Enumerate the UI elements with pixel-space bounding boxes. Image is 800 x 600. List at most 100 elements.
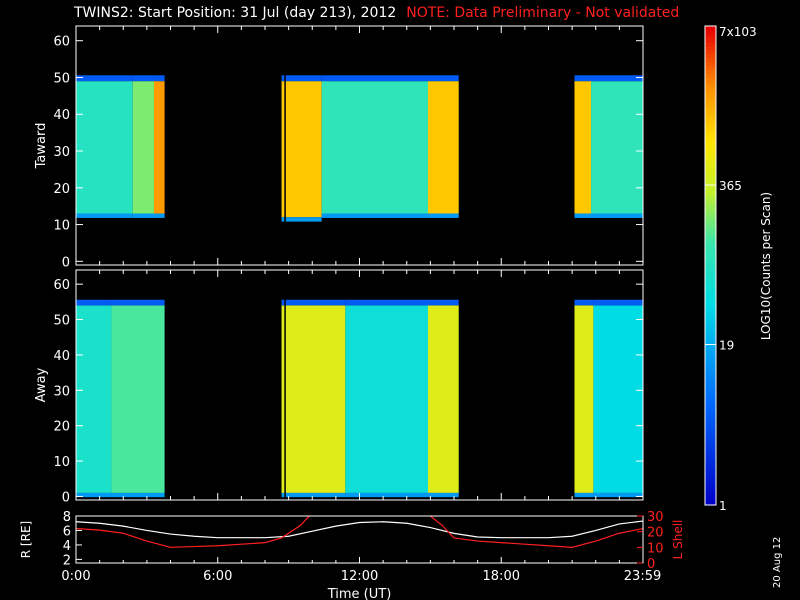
- heat-lower-edge-2: [153, 213, 165, 218]
- colorbar-swatch: [705, 113, 716, 119]
- colorbar-swatch: [705, 197, 716, 203]
- colorbar-swatch: [705, 145, 716, 151]
- colorbar-swatch: [705, 417, 716, 422]
- colorbar-swatch: [705, 425, 716, 430]
- colorbar-swatch: [705, 373, 716, 378]
- colorbar-swatch: [705, 457, 716, 462]
- colorbar-swatch: [705, 357, 716, 362]
- colorbar-swatch: [705, 313, 716, 318]
- colorbar-swatch: [705, 493, 716, 498]
- ytick-label-60: 60: [53, 278, 70, 293]
- colorbar-swatch: [705, 337, 716, 342]
- colorbar-swatch: [705, 465, 716, 470]
- colorbar-swatch: [705, 285, 716, 291]
- heat-upper-edge-3: [345, 299, 429, 306]
- colorbar-swatch: [705, 309, 716, 314]
- ytick-label-20: 20: [53, 420, 70, 435]
- heat-upper-edge-4: [428, 299, 459, 306]
- colorbar-swatch: [705, 265, 716, 271]
- heat-upper-edge-5: [428, 75, 459, 82]
- colorbar-swatch: [705, 125, 716, 131]
- colorbar-swatch: [705, 385, 716, 390]
- colorbar-swatch: [705, 153, 716, 159]
- heat-lower-edge-6: [593, 492, 643, 498]
- colorbar-swatch: [705, 57, 716, 63]
- colorbar-swatch: [705, 301, 716, 307]
- colorbar-swatch: [705, 229, 716, 235]
- heat-cell-6: [593, 305, 643, 493]
- heat-cell-2: [153, 81, 165, 214]
- colorbar-swatch: [705, 241, 716, 247]
- ytick-label-40: 40: [53, 108, 70, 123]
- heat-cell-0: [76, 305, 112, 493]
- heat-upper-edge-3: [281, 75, 322, 82]
- colorbar-swatch: [705, 33, 716, 39]
- ylabel-away: Away: [34, 367, 49, 402]
- colorbar-swatch: [705, 377, 716, 382]
- right-tick-label-30: 30: [647, 510, 664, 525]
- colorbar-swatch: [705, 353, 716, 358]
- heat-cell-5: [428, 81, 459, 214]
- heat-upper-edge-6: [593, 299, 643, 306]
- colorbar-swatch: [705, 149, 716, 155]
- colorbar-swatch: [705, 77, 716, 83]
- colorbar-swatch: [705, 69, 716, 75]
- xtick-label: 18:00: [483, 569, 520, 584]
- colorbar-swatch: [705, 157, 716, 163]
- colorbar-swatch: [705, 365, 716, 370]
- colorbar-swatch: [705, 437, 716, 442]
- heat-cell-0: [76, 81, 133, 214]
- heat-upper-edge-1: [132, 75, 154, 82]
- heat-upper-edge-4: [321, 75, 429, 82]
- ytick-label-40: 40: [53, 349, 70, 364]
- colorbar-swatch: [705, 453, 716, 458]
- colorbar: 1 19 365 7x103 LOG10(Counts per Scan): [704, 25, 773, 513]
- colorbar-swatch: [705, 333, 716, 338]
- right-tick-label-20: 20: [647, 526, 664, 541]
- colorbar-swatch: [705, 185, 716, 191]
- colorbar-swatch: [705, 89, 716, 95]
- toward-panel: 0 10 20 30 40 50 60 Taward: [34, 25, 644, 270]
- ytick-label-30: 30: [53, 384, 70, 399]
- colorbar-swatch: [705, 485, 716, 490]
- xtick-label: 23:59: [624, 569, 661, 584]
- colorbar-swatch: [705, 317, 716, 322]
- colorbar-swatch: [705, 217, 716, 223]
- left-axis-label: R [RE]: [19, 521, 33, 558]
- colorbar-swatch: [705, 305, 716, 311]
- heat-lower-edge-4: [321, 213, 429, 218]
- colorbar-swatch: [705, 269, 716, 275]
- series-line-1: [76, 516, 311, 548]
- colorbar-swatch: [705, 445, 716, 450]
- heat-lower-edge-4: [428, 492, 459, 498]
- heat-upper-edge-7: [591, 75, 643, 82]
- colorbar-swatch: [705, 221, 716, 227]
- ytick-label-60: 60: [53, 35, 70, 50]
- title-text: TWINS2: Start Position: 31 Jul (day 213)…: [74, 5, 397, 21]
- colorbar-tick-label: 7x103: [719, 25, 757, 39]
- heat-lower-edge-6: [574, 213, 592, 218]
- colorbar-swatch: [705, 477, 716, 482]
- colorbar-swatch: [705, 361, 716, 366]
- heat-upper-edge-2: [281, 299, 346, 306]
- colorbar-swatch: [705, 109, 716, 115]
- colorbar-swatch: [705, 481, 716, 486]
- heat-lower-edge-7: [591, 213, 643, 218]
- ytick-label-10: 10: [53, 219, 70, 234]
- xtick-label: 6:00: [203, 569, 232, 584]
- colorbar-swatch: [705, 93, 716, 99]
- colorbar-swatch: [705, 369, 716, 374]
- colorbar-swatch: [705, 469, 716, 474]
- xaxis-label: Time (UT): [327, 587, 392, 600]
- colorbar-swatch: [705, 409, 716, 414]
- heat-upper-edge-1: [111, 299, 165, 306]
- date-stamp: 20 Aug 12: [772, 536, 783, 588]
- colorbar-swatch: [705, 321, 716, 326]
- colorbar-swatch: [705, 49, 716, 55]
- colorbar-tick-label: 365: [719, 179, 742, 193]
- heat-lower-edge-1: [111, 492, 165, 498]
- heat-upper-edge-2: [153, 75, 165, 82]
- series-line-2: [429, 516, 643, 548]
- colorbar-tick-label: 19: [719, 339, 734, 353]
